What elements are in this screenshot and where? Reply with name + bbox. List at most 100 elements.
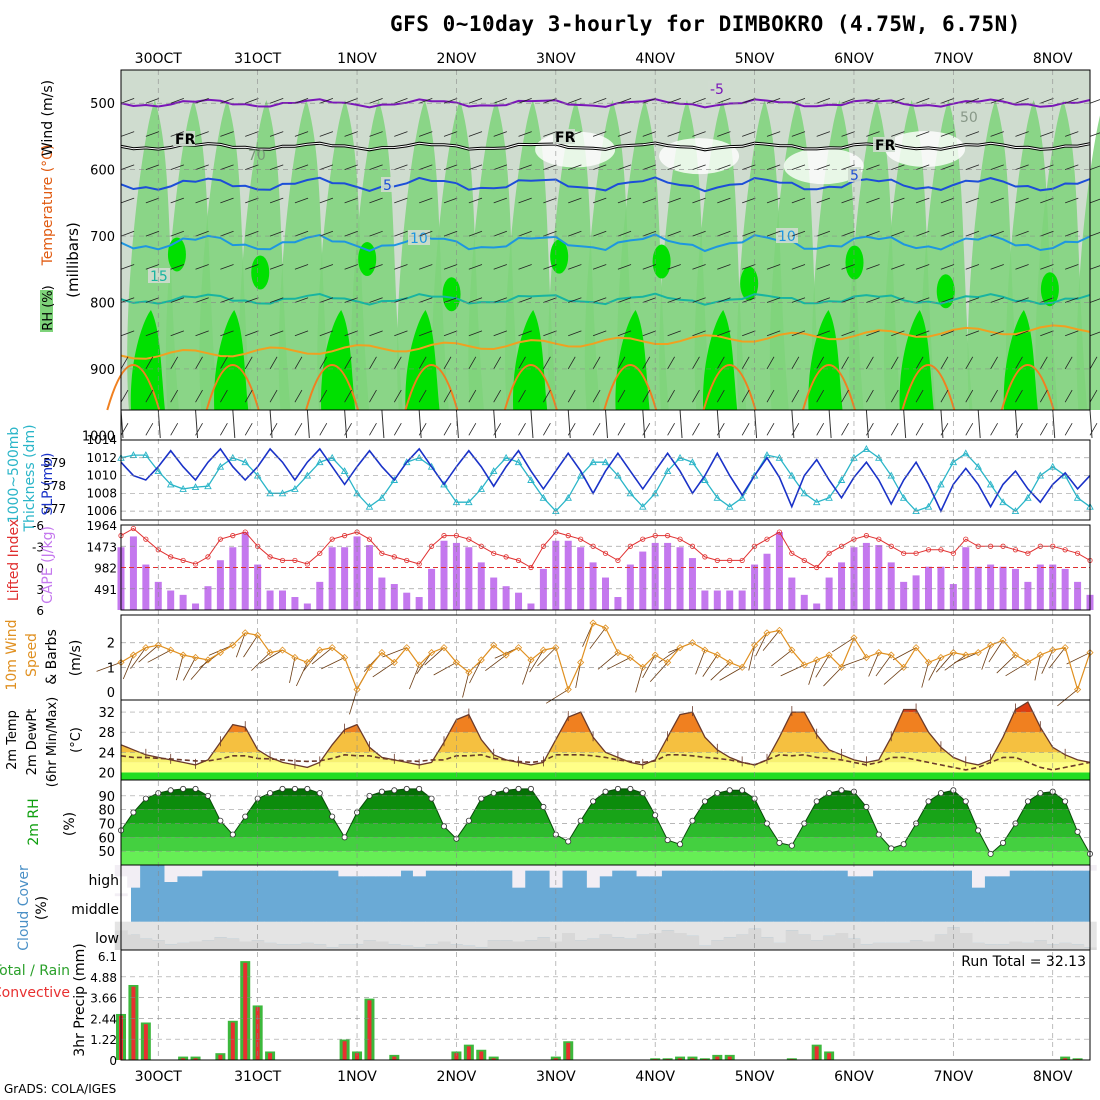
wind-barb [716,356,725,370]
cloud-cell-low [760,921,774,938]
wind-barb [915,356,924,370]
cape-bar [564,540,572,610]
wind-barb [891,131,905,137]
wind-barb [965,297,980,303]
lifted-index-point [602,550,609,556]
wind-speed-point [216,649,224,657]
wind-barb-10m [1041,649,1054,674]
thickness-point [191,483,200,491]
wind-barb [791,356,800,370]
wind-barb [891,98,905,104]
rh-point [875,831,882,838]
cloud-low-bar [686,935,700,950]
wind-barb-surface [344,409,348,439]
cloud-cell-low [810,921,824,941]
rh-point [217,817,224,824]
wind-barb [717,230,731,237]
rh-band [121,851,1090,865]
cape-bar [291,597,299,610]
wind-barb [120,230,135,237]
cloud-cell-high [487,865,501,871]
cloud-cell-high [748,865,762,871]
wind-barb [468,389,477,403]
wind-speed-point [291,653,299,662]
wind-barb [543,164,557,171]
wind-barb [1039,389,1048,403]
wind-barb [791,164,806,171]
ytick-rh: 90 [98,790,115,805]
thickness-point [365,502,374,510]
axis-title: (m/s) [68,640,84,677]
wind-barb [617,264,632,270]
credit-label: GrADS: COLA/IGES [4,1082,117,1096]
ytick-wind: 2 [107,637,115,652]
wind-barb [742,330,756,337]
wind-barb [468,131,483,137]
cloud-cell-high [847,865,861,877]
wind-barb [816,230,830,237]
cloud-low-bar [723,937,737,950]
wind-barb [344,230,358,237]
wind-barb [592,230,607,237]
wind-barb [369,297,383,303]
wind-barb [394,131,408,137]
thickness-point [502,453,510,461]
wind-speed-point [887,651,895,659]
date-label-top: 3NOV [536,51,576,67]
cloud-low-bar [959,933,973,950]
rh-high-region [214,310,249,410]
lifted-index-point [814,564,820,571]
cloud-low-bar [176,942,190,950]
temp-band [121,732,1090,753]
wind-barb [344,356,352,370]
cloud-cell-high [450,865,464,871]
wind-barb [990,197,1004,204]
cloud-low-bar [537,937,551,950]
cloud-low-bar [288,944,302,950]
cloud-low-bar [164,944,178,950]
wind-barb-surface [903,409,907,439]
cape-bar [527,603,535,610]
wind-barb [990,389,998,403]
cloud-cell-low [288,921,302,945]
wind-barb [1089,331,1100,337]
rh-point [391,787,398,794]
precip-convective-bar [268,1053,273,1060]
wind-barb [543,389,551,403]
date-label-bottom: 6NOV [834,1069,874,1085]
wind-barb [443,423,452,436]
wind-barb-10m [823,667,842,687]
wind-barb-10m [771,649,793,667]
date-label-top: 5NOV [735,51,775,67]
wind-speed-point [676,644,684,652]
wind-barb [592,131,607,137]
rh-point [1062,798,1069,805]
rh-region [920,100,973,410]
thickness-point [812,498,821,506]
cape-bar [353,536,361,610]
ytick-slp: 1008 [86,486,117,500]
wind-barb [269,98,284,104]
lifted-index-point [1062,547,1068,553]
precip-convective-bar [243,962,248,1060]
isotherm-5 [120,176,1091,193]
temp-line [120,701,1091,769]
cloud-cell-low [636,921,650,935]
wind-barb [766,131,781,137]
wind-barb [493,197,507,204]
wind-barb [940,297,955,303]
rh-high-region [845,245,864,280]
wind-speed-point [577,658,585,666]
wind-barb-10m [251,652,271,671]
wind-barb [717,164,731,171]
cloud-cell-high [723,865,737,871]
cloud-low-bar [127,934,141,950]
wind-barb [891,264,905,270]
cloud-cell-low [624,921,638,939]
cape-bar [763,553,771,610]
rh-point [689,817,696,824]
cloud-low-bar [735,934,749,950]
cape-bar [502,586,510,610]
wind-barb [319,230,334,237]
wind-panel [96,619,1094,715]
